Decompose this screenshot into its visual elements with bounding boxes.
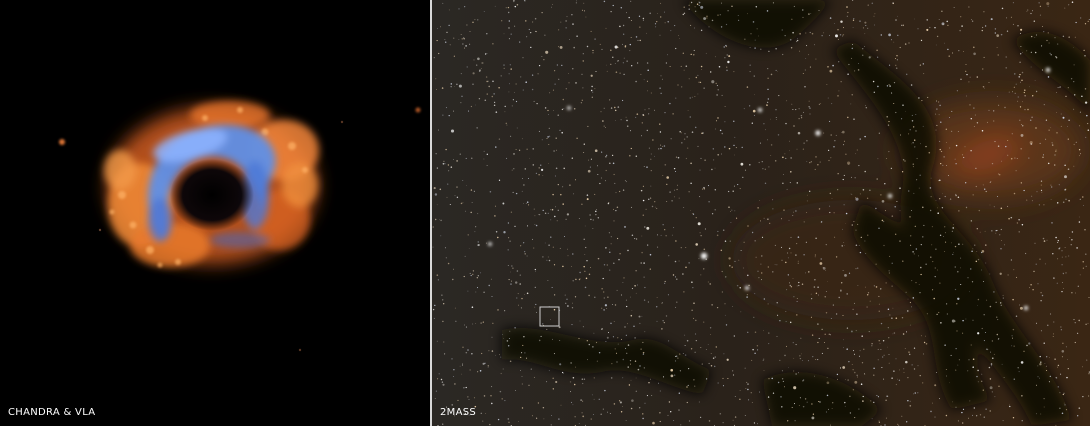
star-field-image — [432, 0, 1090, 426]
2mass-panel: 2MASS — [432, 0, 1090, 426]
chandra-vla-caption: CHANDRA & VLA — [8, 407, 96, 418]
chandra-vla-panel: CHANDRA & VLA — [0, 0, 430, 426]
supernova-remnant-ring-image — [0, 0, 430, 426]
panel-divider — [430, 0, 432, 426]
2mass-caption: 2MASS — [440, 407, 477, 418]
location-box-icon — [539, 306, 560, 327]
